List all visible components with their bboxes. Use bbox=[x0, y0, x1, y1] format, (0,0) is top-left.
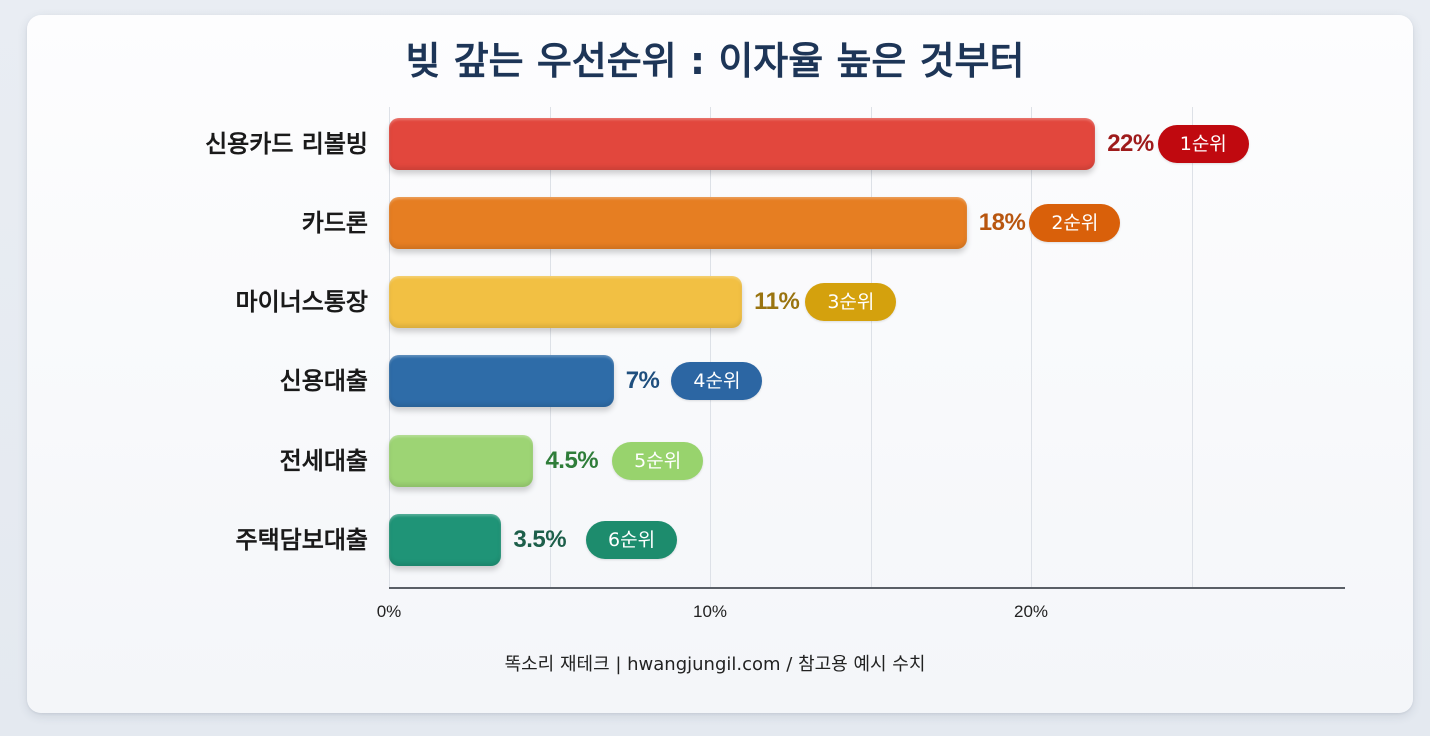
chart-caption: 똑소리 재테크 | hwangjungil.com / 참고용 예시 수치 bbox=[504, 654, 926, 675]
category-label: 신용카드 리볼빙 bbox=[205, 130, 368, 158]
rank-badge: 2순위 bbox=[1029, 204, 1121, 242]
rank-badge: 4순위 bbox=[671, 362, 763, 400]
rank-badge: 6순위 bbox=[586, 521, 678, 559]
bar-row: 전세대출 4.5% 5순위 bbox=[0, 435, 1430, 487]
bar-row: 주택담보대출 3.5% 6순위 bbox=[0, 514, 1430, 566]
category-label: 전세대출 bbox=[279, 447, 368, 475]
category-label: 카드론 bbox=[301, 209, 368, 237]
value-annotation: 18% 2순위 bbox=[979, 197, 1121, 249]
x-tick-label: 10% bbox=[692, 602, 728, 621]
category-label: 신용대출 bbox=[279, 367, 368, 395]
value-label: 7% bbox=[625, 367, 660, 394]
category-label: 마이너스통장 bbox=[235, 288, 368, 316]
value-annotation: 11% 3순위 bbox=[754, 276, 897, 328]
bar-row: 신용대출 7% 4순위 bbox=[0, 355, 1430, 407]
bar-row: 마이너스통장 11% 3순위 bbox=[0, 276, 1430, 328]
value-annotation: 22% 1순위 bbox=[1107, 118, 1249, 170]
category-label: 주택담보대출 bbox=[235, 526, 368, 554]
value-label: 18% bbox=[978, 209, 1026, 236]
value-label: 11% bbox=[754, 288, 800, 315]
value-annotation: 4.5% 5순위 bbox=[545, 435, 704, 487]
gridline bbox=[710, 107, 711, 588]
value-annotation: 7% 4순위 bbox=[626, 355, 763, 407]
rank-badge: 1순위 bbox=[1157, 125, 1249, 163]
bar bbox=[389, 355, 614, 407]
value-label: 4.5% bbox=[545, 447, 599, 474]
value-annotation: 3.5% 6순위 bbox=[513, 514, 678, 566]
gridline bbox=[1031, 107, 1032, 588]
rank-badge: 5순위 bbox=[612, 442, 704, 480]
plot-area bbox=[389, 107, 1345, 588]
bar bbox=[389, 435, 534, 487]
chart-title: 빚 갚는 우선순위 : 이자율 높은 것부터 bbox=[405, 39, 1025, 83]
gridline bbox=[389, 107, 390, 588]
gridline bbox=[871, 107, 872, 588]
x-axis-line bbox=[389, 587, 1345, 589]
gridline bbox=[1192, 107, 1193, 588]
bar bbox=[389, 118, 1096, 170]
x-tick-label: 20% bbox=[1013, 602, 1049, 621]
bar bbox=[389, 514, 502, 566]
bar bbox=[389, 276, 743, 328]
gridline bbox=[550, 107, 551, 588]
bar-row: 신용카드 리볼빙 22% 1순위 bbox=[0, 118, 1430, 170]
rank-badge: 3순위 bbox=[805, 283, 897, 321]
bar-row: 카드론 18% 2순위 bbox=[0, 197, 1430, 249]
bar bbox=[389, 197, 967, 249]
value-label: 3.5% bbox=[513, 526, 567, 553]
x-tick-label: 0% bbox=[376, 602, 402, 621]
value-label: 22% bbox=[1107, 130, 1154, 157]
